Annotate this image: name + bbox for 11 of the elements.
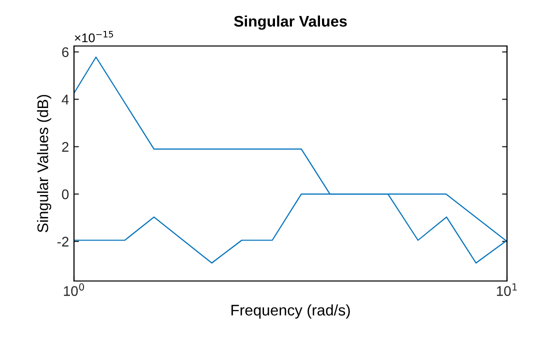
y-tick-label: 2 [62,142,68,152]
y-tick-label: -2 [57,236,68,246]
y-tick-label: 6 [62,47,69,58]
y-tick-label: 4 [62,94,69,104]
x-tick-label: 10$^{1}$ [496,283,517,296]
chart-title: Singular Values [234,15,347,30]
x-tick-label: 10$^{0}$ [64,283,84,296]
y-tick-label: 0 [62,189,69,200]
x-axis-title: Frequency (rad/s) [231,304,350,319]
y-axis-title: Singular Values (dB) [36,94,52,232]
text: ×10$^{−15}$ [74,30,114,42]
